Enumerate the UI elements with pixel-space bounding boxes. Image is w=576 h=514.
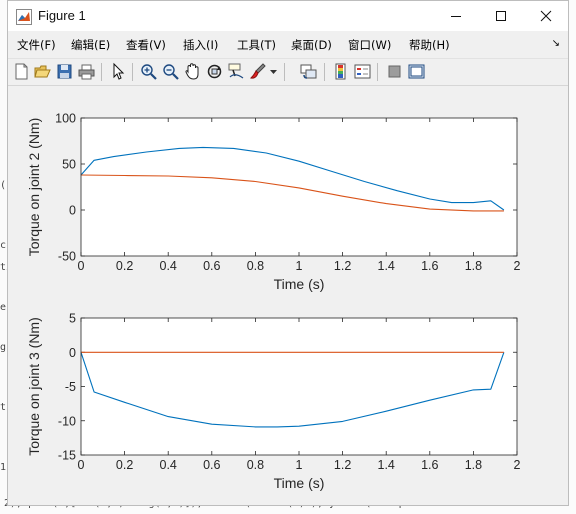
menu-help[interactable]: 帮助(H) [409, 38, 450, 52]
x-tick-label: 1.2 [334, 259, 351, 273]
edit-plot-arrow-icon[interactable] [108, 62, 127, 81]
insert-legend-icon[interactable] [353, 62, 372, 81]
x-tick-label: 1 [296, 259, 303, 273]
series-line-1-chart-2 [80, 352, 505, 428]
background-code-fragment: t [0, 402, 7, 413]
x-tick-label: 0.6 [203, 458, 220, 472]
toolbar-separator [284, 63, 285, 81]
axes-background-1 [81, 118, 517, 256]
x-tick-label: 0.2 [116, 458, 133, 472]
y-tick-label: -50 [58, 250, 76, 264]
pan-hand-icon[interactable] [183, 62, 202, 81]
print-icon[interactable] [77, 62, 96, 81]
save-icon[interactable] [55, 62, 74, 81]
y-tick-label: 0 [69, 204, 76, 218]
background-code-fragment: 1 [0, 462, 7, 473]
show-plot-tools-icon[interactable] [407, 62, 426, 81]
x-axis-label: Time (s) [274, 276, 325, 292]
y-axis-label: Torque on joint 3 (Nm) [26, 317, 42, 456]
hide-plot-tools-icon[interactable] [385, 62, 404, 81]
background-code-fragment: g [0, 342, 7, 353]
y-tick-label: -10 [58, 414, 76, 428]
window-title: Figure 1 [38, 8, 86, 23]
x-tick-label: 1 [296, 458, 303, 472]
brush-icon[interactable] [249, 62, 268, 81]
x-tick-label: 0.8 [247, 259, 264, 273]
zoom-out-icon[interactable] [161, 62, 180, 81]
new-figure-icon[interactable] [12, 62, 31, 81]
series-line-2-chart-1 [80, 174, 504, 212]
x-tick-label: 1.8 [465, 458, 482, 472]
rotate-3d-icon[interactable] [205, 62, 224, 81]
x-tick-label: 0.4 [160, 259, 177, 273]
x-tick-label: 0.6 [203, 259, 220, 273]
x-tick-label: 1.6 [421, 458, 438, 472]
menu-edit[interactable]: 编辑(E) [71, 38, 111, 52]
x-tick-label: 0.2 [116, 259, 133, 273]
background-code-fragment: (: [0, 180, 12, 191]
toolbar-separator [324, 63, 325, 81]
background-code-fragment: ti [0, 262, 12, 273]
x-tick-label: 1.8 [465, 259, 482, 273]
close-button[interactable] [523, 1, 568, 31]
series-line-1-chart-1 [80, 146, 505, 211]
y-axis-label: Torque on joint 2 (Nm) [26, 118, 42, 257]
x-tick-label: 2 [514, 458, 521, 472]
matlab-logo-icon [16, 9, 32, 25]
title-bar[interactable]: Figure 1 [8, 1, 568, 31]
open-file-icon[interactable] [33, 62, 52, 81]
x-tick-label: 1.4 [378, 259, 395, 273]
y-tick-label: -15 [58, 449, 76, 463]
axes-box-1 [80, 117, 518, 257]
dock-arrow-icon[interactable]: ↘ [551, 38, 560, 49]
minimize-button[interactable] [433, 1, 478, 31]
y-tick-label: -5 [65, 380, 76, 394]
menu-window[interactable]: 窗口(W) [348, 38, 392, 52]
background-code-fragment: cc [0, 240, 12, 251]
x-tick-label: 1.2 [334, 458, 351, 472]
toolbar-separator [101, 63, 102, 81]
x-tick-label: 0.4 [160, 458, 177, 472]
menu-bar: 文件(F) 编辑(E) 查看(V) 插入(I) 工具(T) 桌面(D) 窗口(W… [8, 34, 568, 54]
x-tick-label: 0 [78, 458, 85, 472]
menu-tools[interactable]: 工具(T) [237, 38, 276, 52]
y-tick-label: 50 [62, 158, 76, 172]
x-tick-label: 1.6 [421, 259, 438, 273]
zoom-in-icon[interactable] [139, 62, 158, 81]
x-tick-label: 2 [514, 259, 521, 273]
axes-box-2 [80, 317, 518, 456]
figure-toolbar [8, 58, 568, 86]
toolbar-separator [377, 63, 378, 81]
maximize-button[interactable] [478, 1, 523, 31]
x-axis-label: Time (s) [274, 475, 325, 491]
maximize-icon [495, 11, 506, 21]
y-tick-label: 5 [69, 312, 76, 326]
close-icon [540, 10, 551, 22]
y-tick-label: 100 [55, 112, 76, 126]
menu-file[interactable]: 文件(F) [17, 38, 56, 52]
figure-canvas: 0 0.2 0.4 0.6 0.8 1 1.2 1.4 1.6 1.8 2 -50 0 50 100 Time… [16, 89, 562, 501]
data-cursor-icon[interactable] [227, 62, 246, 81]
x-tick-label: 0 [78, 259, 85, 273]
link-plot-icon[interactable] [299, 62, 318, 81]
minimize-icon [450, 16, 461, 17]
x-tick-label: 1.4 [378, 458, 395, 472]
background-code-fragment: e [0, 302, 7, 313]
menu-insert[interactable]: 插入(I) [183, 38, 219, 52]
figure-window: Figure 1 文件(F) 编辑(E) 查看(V) 插入(I) 工具(T) 桌… [7, 0, 569, 506]
toolbar-separator [132, 63, 133, 81]
y-tick-label: 0 [69, 346, 76, 360]
axes-background-2 [81, 318, 517, 455]
menu-desktop[interactable]: 桌面(D) [291, 38, 332, 52]
x-tick-label: 0.8 [247, 458, 264, 472]
brush-menu-icon[interactable] [269, 62, 278, 81]
insert-colorbar-icon[interactable] [331, 62, 350, 81]
menu-view[interactable]: 查看(V) [126, 38, 166, 52]
plots-canvas: 0 0.2 0.4 0.6 0.8 1 1.2 1.4 1.6 1.8 2-50050100Time… [26, 112, 521, 492]
